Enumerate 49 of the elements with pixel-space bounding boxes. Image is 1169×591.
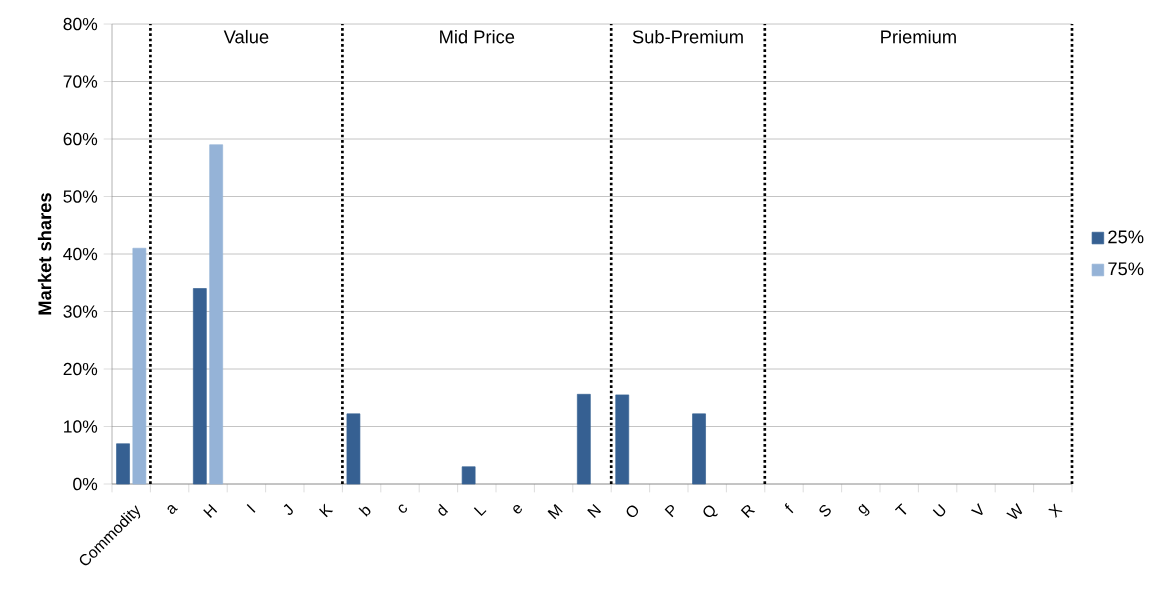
bar [132,247,147,485]
legend-label: 75% [1108,262,1144,276]
y-tick-label: 80% [63,17,98,31]
x-tick-label: g [858,503,870,516]
x-tick-label: H [203,503,218,518]
y-tick-label: 50% [63,190,98,203]
x-tick-label: J [283,503,293,515]
x-tick-label: b [358,506,371,517]
x-tick-label: a [167,504,178,514]
y-tick-label: 60% [63,132,98,146]
y-axis-title: Market shares [37,193,52,315]
annotation: Value [223,29,269,44]
annotation: Sub-Premium [632,29,743,44]
x-tick-label: W [1006,503,1023,519]
y-tick-label: 10% [64,420,98,433]
x-tick-label: M [547,503,563,520]
x-tick-label: U [932,503,946,517]
legend-label: 25% [1108,230,1144,244]
bar [692,413,706,485]
x-tick-label: O [626,505,639,518]
x-tick-label: K [319,503,334,518]
x-tick-label: d [438,503,449,516]
x-tick-label: L [473,507,487,517]
bar [116,443,130,485]
bar [461,466,476,485]
x-tick-label: f [784,503,794,514]
x-tick-label: c [398,504,407,513]
x-tick-label: S [819,504,831,517]
x-tick-label: e [513,504,522,514]
x-tick-label: I [246,504,256,513]
x-tick-label: X [1048,503,1063,518]
y-tick-label: 20% [63,362,98,376]
bar [209,144,224,485]
bar [615,394,630,485]
y-tick-label: 0% [73,477,98,491]
x-tick-label: V [970,503,983,515]
x-tick-label: N [587,503,602,518]
y-tick-label: 40% [63,247,98,261]
bar [577,393,591,485]
x-tick-label: R [740,505,756,518]
bar [193,288,207,485]
annotation: Priemium [881,29,956,44]
y-tick-label: 70% [63,75,98,88]
annotation: Mid Price [440,29,515,44]
x-tick-label: P [664,504,674,518]
y-tick-label: 30% [63,305,98,318]
bar [346,413,361,485]
x-tick-label: T [894,503,907,515]
x-tick-label: Q [703,505,718,518]
